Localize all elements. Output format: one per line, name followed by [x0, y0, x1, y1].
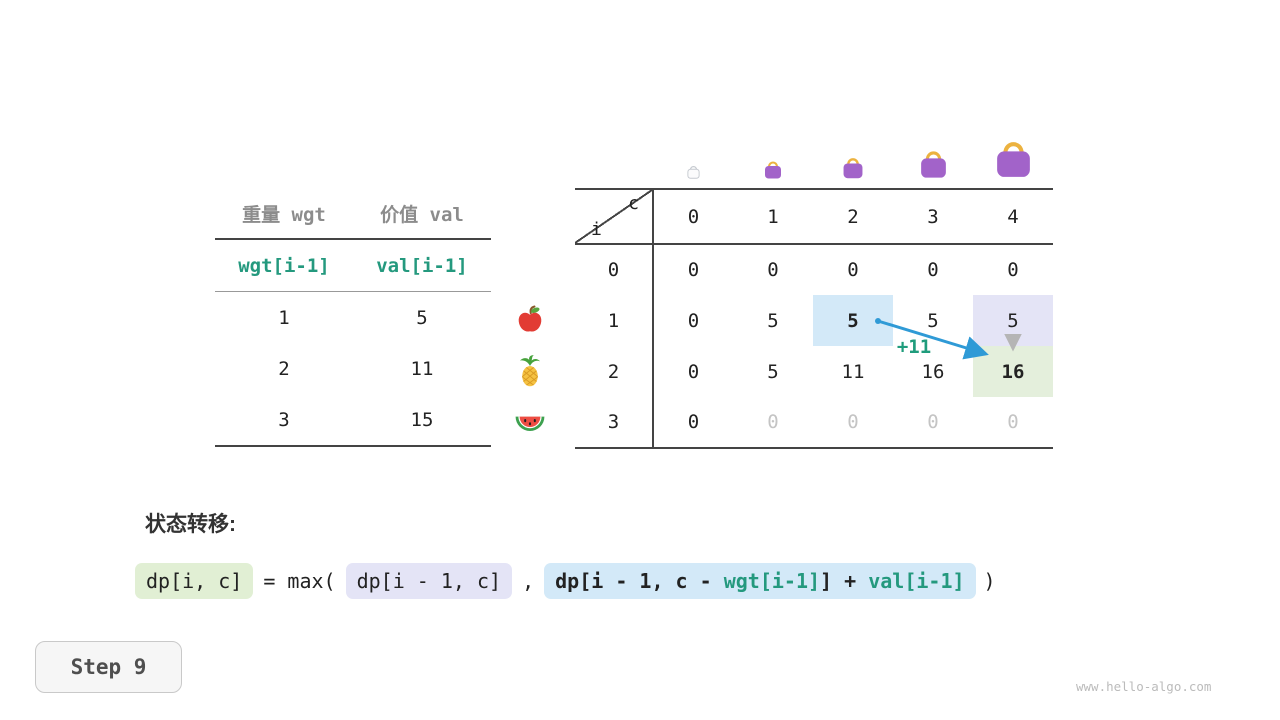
bag-medium-icon	[813, 154, 893, 184]
dp-row-header-0: 0	[575, 244, 654, 295]
dp-table: c i 0 1 2 3 4 0 0 0 0 0 0 1 0 5 5 5 5 2 …	[575, 188, 1053, 449]
value-column-header: 价值 val	[380, 203, 464, 226]
corner-col-label: c	[628, 193, 639, 214]
item-1-weight: 1	[278, 306, 290, 329]
dp-cell: 0	[1007, 411, 1019, 433]
dp-cell: 16	[921, 360, 945, 383]
formula-take-val: val[i-1]	[868, 569, 965, 593]
pineapple-icon	[512, 354, 548, 388]
corner-row-label: i	[591, 219, 602, 240]
arrow-value-label: +11	[896, 336, 932, 358]
dp-cell: 0	[847, 259, 859, 281]
dp-cell-above-highlight: 5	[973, 295, 1053, 346]
dp-col-header-3: 3	[893, 189, 973, 245]
dp-row-3: 3 0 0 0 0 0	[575, 397, 1053, 448]
step-label: Step 9	[70, 655, 147, 679]
item-3-weight: 3	[278, 408, 290, 431]
formula-lhs: dp[i, c]	[135, 563, 254, 599]
bag-empty-icon	[653, 163, 733, 184]
items-table-header-row: 重量 wgt 价值 val	[215, 188, 491, 240]
formula-take-mid: ] +	[820, 569, 869, 593]
dp-col-header-1: 1	[733, 189, 813, 245]
formula-take-wgt: wgt[i-1]	[723, 569, 821, 593]
bag-xlarge-icon	[973, 135, 1053, 184]
watermark: www.hello-algo.com	[1076, 679, 1212, 694]
item-1-value: 5	[416, 306, 428, 329]
item-row-3: 3 15	[215, 394, 491, 445]
step-indicator: Step 9	[35, 641, 182, 693]
val-formula-label: val[i-1]	[376, 254, 468, 277]
dp-cell: 0	[927, 411, 939, 433]
dp-row-header-3: 3	[575, 397, 654, 448]
formula-option-keep: dp[i - 1, c]	[345, 563, 513, 599]
watermelon-icon	[512, 406, 548, 440]
items-table: 重量 wgt 价值 val wgt[i-1] val[i-1] 1 5 2 11…	[215, 188, 491, 447]
item-3-value: 15	[410, 408, 434, 431]
dp-row-header-2: 2	[575, 346, 654, 397]
items-table-formula-row: wgt[i-1] val[i-1]	[215, 240, 491, 292]
dp-cell: 0	[687, 360, 700, 383]
dp-cell: 0	[847, 411, 859, 433]
dp-cell: 11	[841, 360, 865, 383]
item-2-value: 11	[410, 357, 434, 380]
dp-row-header-1: 1	[575, 295, 654, 346]
formula-comma: ,	[522, 569, 535, 593]
dp-header-row: c i 0 1 2 3 4	[575, 189, 1053, 245]
bag-small-icon	[733, 158, 813, 184]
formula-take-prefix: dp[i - 1, c -	[555, 569, 724, 593]
dp-cell: 0	[687, 259, 700, 281]
apple-icon	[512, 303, 548, 337]
dp-cell: 5	[767, 309, 779, 332]
dp-cell: 5	[767, 360, 779, 383]
item-row-2: 2 11	[215, 343, 491, 394]
dp-row-1: 1 0 5 5 5 5	[575, 295, 1053, 346]
dp-cell: 0	[687, 309, 700, 332]
dp-cell: 0	[1007, 259, 1019, 281]
dp-cell: 0	[767, 259, 779, 281]
dp-cell: 0	[927, 259, 939, 281]
dp-row-2: 2 0 5 11 16 16	[575, 346, 1053, 397]
weight-column-header: 重量 wgt	[242, 203, 326, 226]
state-transition-formula: dp[i, c] = max( dp[i - 1, c] , dp[i - 1,…	[135, 560, 996, 602]
dp-cell: 0	[687, 411, 700, 433]
dp-cell-source-highlight: 5	[813, 295, 893, 346]
wgt-formula-label: wgt[i-1]	[238, 254, 330, 277]
formula-equals-max: = max(	[263, 569, 336, 593]
dp-row-0: 0 0 0 0 0 0	[575, 244, 1053, 295]
capacity-bags-row	[653, 126, 1053, 184]
item-2-weight: 2	[278, 357, 290, 380]
dp-cell-current-highlight: 16	[973, 346, 1053, 397]
dp-cell: 0	[767, 411, 779, 433]
dp-col-header-2: 2	[813, 189, 893, 245]
formula-option-take: dp[i - 1, c - wgt[i-1]] + val[i-1]	[544, 563, 976, 599]
state-transition-title: 状态转移:	[145, 513, 236, 536]
dp-corner-cell: c i	[575, 189, 654, 245]
item-row-1: 1 5	[215, 292, 491, 343]
dp-col-header-0: 0	[653, 189, 733, 245]
dp-col-header-4: 4	[973, 189, 1053, 245]
bag-large-icon	[893, 146, 973, 184]
formula-close-paren: )	[983, 569, 996, 593]
